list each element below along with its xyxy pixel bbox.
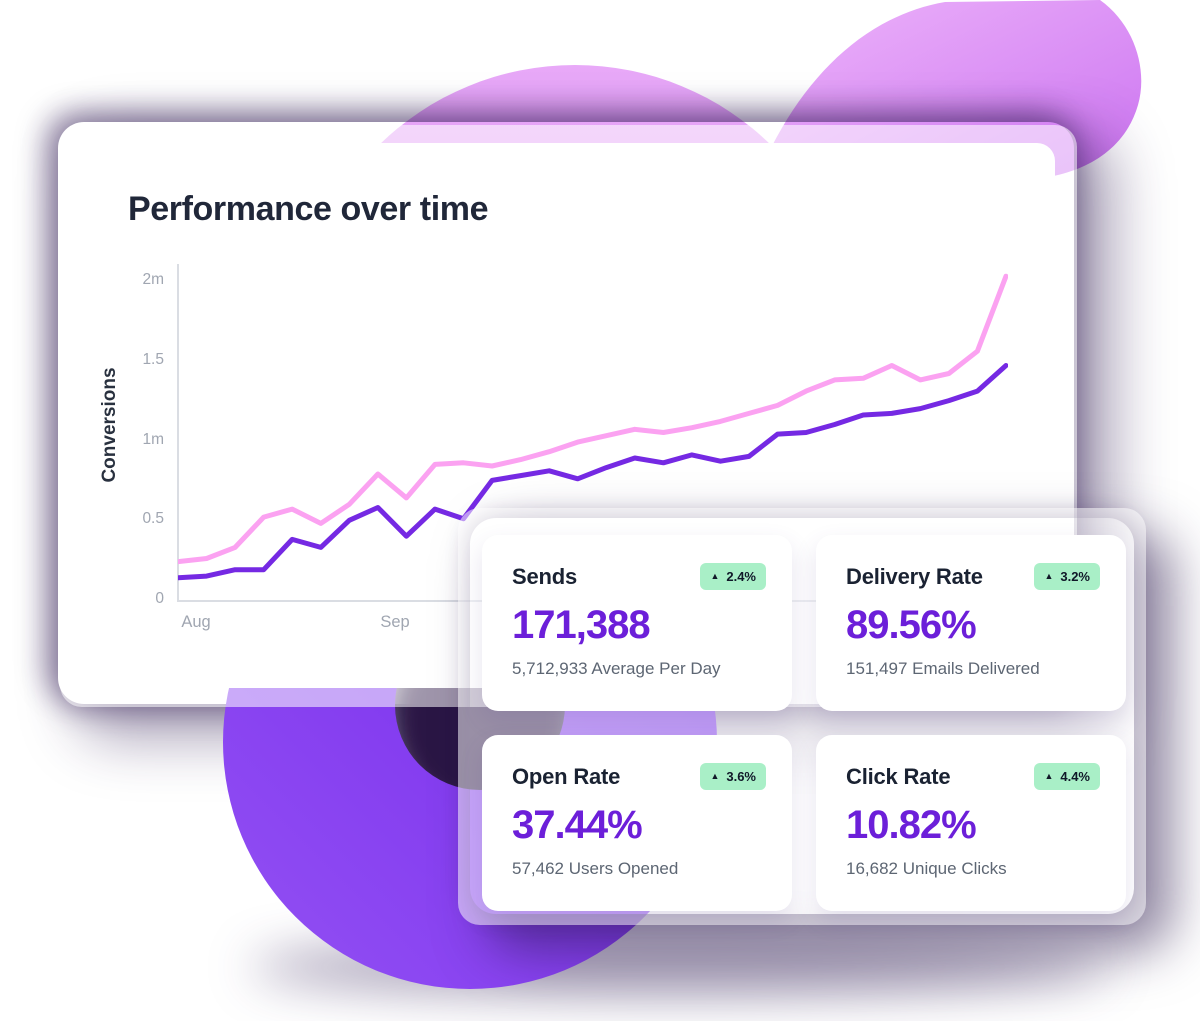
trend-change: 3.2% — [1060, 569, 1090, 584]
stat-label: Click Rate — [846, 764, 950, 790]
stat-label: Open Rate — [512, 764, 620, 790]
trend-badge: ▲ 4.4% — [1034, 763, 1100, 790]
stat-card-open-rate[interactable]: Open Rate ▲ 3.6% 37.44% 57,462 Users Open… — [482, 735, 792, 911]
stat-card-sends[interactable]: Sends ▲ 2.4% 171,388 5,712,933 Average Pe… — [482, 535, 792, 711]
stat-label: Sends — [512, 564, 577, 590]
stat-label: Delivery Rate — [846, 564, 983, 590]
stat-subtext: 151,497 Emails Delivered — [846, 659, 1126, 679]
y-tick-1-5: 1.5 — [100, 351, 164, 369]
stat-card-header: Click Rate ▲ 4.4% — [846, 763, 1100, 790]
trend-up-icon: ▲ — [1044, 772, 1053, 781]
trend-badge: ▲ 3.2% — [1034, 563, 1100, 590]
trend-change: 3.6% — [726, 769, 756, 784]
y-tick-0: 0 — [100, 590, 164, 608]
stat-value: 10.82% — [846, 803, 1126, 848]
y-tick-1m: 1m — [100, 431, 164, 449]
page-title: Performance over time — [128, 190, 488, 229]
stat-subtext: 16,682 Unique Clicks — [846, 859, 1126, 879]
trend-badge: ▲ 3.6% — [700, 763, 766, 790]
trend-up-icon: ▲ — [710, 772, 719, 781]
stat-card-header: Open Rate ▲ 3.6% — [512, 763, 766, 790]
trend-change: 4.4% — [1060, 769, 1090, 784]
trend-change: 2.4% — [726, 569, 756, 584]
stat-card-delivery-rate[interactable]: Delivery Rate ▲ 3.2% 89.56% 151,497 Email… — [816, 535, 1126, 711]
trend-badge: ▲ 2.4% — [700, 563, 766, 590]
trend-up-icon: ▲ — [1044, 572, 1053, 581]
x-tick-sep: Sep — [367, 613, 423, 632]
stat-card-header: Delivery Rate ▲ 3.2% — [846, 563, 1100, 590]
stat-subtext: 5,712,933 Average Per Day — [512, 659, 792, 679]
x-tick-aug: Aug — [168, 613, 224, 632]
stat-value: 89.56% — [846, 603, 1126, 648]
y-tick-0-5: 0.5 — [100, 510, 164, 528]
stat-value: 37.44% — [512, 803, 792, 848]
stat-subtext: 57,462 Users Opened — [512, 859, 792, 879]
stat-card-click-rate[interactable]: Click Rate ▲ 4.4% 10.82% 16,682 Unique Cl… — [816, 735, 1126, 911]
stat-card-header: Sends ▲ 2.4% — [512, 563, 766, 590]
stat-value: 171,388 — [512, 603, 792, 648]
y-tick-2m: 2m — [100, 271, 164, 289]
trend-up-icon: ▲ — [710, 572, 719, 581]
